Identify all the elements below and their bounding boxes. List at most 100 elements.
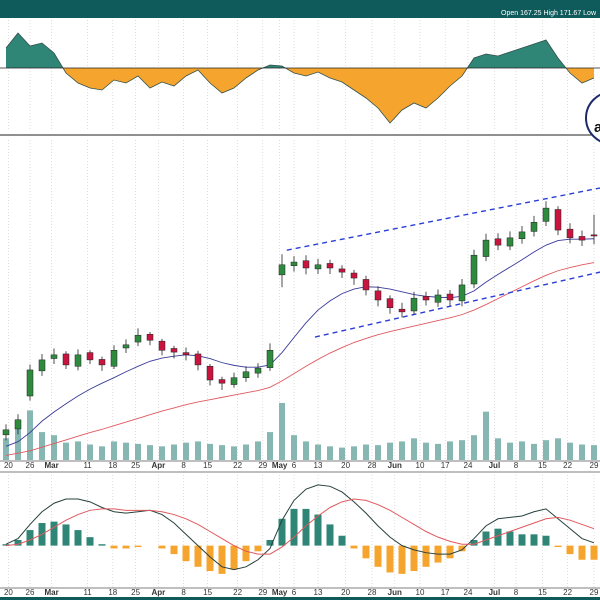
x-tick-label: 22 <box>563 461 572 470</box>
histogram-bar <box>278 518 286 546</box>
volume-bar <box>231 446 237 460</box>
candle-body <box>578 236 586 241</box>
candle-body <box>122 344 130 349</box>
x-tick-label: 10 <box>416 588 425 597</box>
volume-bar <box>471 435 477 460</box>
candle-body <box>386 298 394 309</box>
x-tick-label: 15 <box>203 461 212 470</box>
volume-bar <box>111 441 117 460</box>
x-tick-label: 11 <box>83 588 92 597</box>
volume-bar <box>447 441 453 460</box>
x-tick-label: 13 <box>314 588 323 597</box>
candle-body <box>26 369 34 397</box>
x-tick-label: 8 <box>181 461 186 470</box>
x-tick-label: 17 <box>441 461 450 470</box>
volume-bar <box>267 432 273 460</box>
histogram-bar <box>518 534 526 546</box>
x-tick-label: Apr <box>152 461 166 470</box>
volume-bar <box>123 442 129 460</box>
header-bar <box>0 0 600 18</box>
candle-body <box>506 237 514 247</box>
histogram-bar <box>542 535 550 546</box>
oscillator-line <box>5 32 595 124</box>
histogram-bar <box>494 528 502 546</box>
histogram-bar <box>266 539 274 546</box>
histogram-bar <box>2 544 10 546</box>
candle-body <box>458 284 466 302</box>
x-tick-label: 15 <box>203 588 212 597</box>
volume-bar <box>435 443 441 460</box>
candle-body <box>110 350 118 367</box>
volume-bar <box>51 435 57 460</box>
candle-body <box>518 231 526 239</box>
candle-body <box>98 359 106 366</box>
moving-average <box>5 262 595 456</box>
candle-body <box>422 296 430 301</box>
histogram-bar <box>50 521 58 546</box>
histogram-bar <box>74 530 82 546</box>
histogram-bar <box>506 531 514 546</box>
volume-bar <box>219 445 225 460</box>
histogram-bar <box>362 545 370 559</box>
histogram-bar <box>206 545 214 572</box>
candle-body <box>254 367 262 374</box>
candle-body <box>206 366 214 381</box>
volume-bar <box>303 441 309 460</box>
macd-line <box>5 484 595 571</box>
candle-body <box>242 371 250 378</box>
histogram-bar <box>290 508 298 546</box>
x-tick-label: 29 <box>258 588 267 597</box>
x-tick-label: 15 <box>538 588 547 597</box>
candle-body <box>362 279 370 291</box>
volume-bar <box>87 444 93 460</box>
x-tick-label: 29 <box>258 461 267 470</box>
histogram-bar <box>374 545 382 567</box>
histogram-bar <box>350 545 358 549</box>
candle-body <box>170 348 178 353</box>
trend-line <box>314 271 600 338</box>
candle-body <box>14 419 22 430</box>
x-tick-label: 8 <box>181 588 186 597</box>
volume-bar <box>147 445 153 460</box>
volume-bar <box>195 441 201 460</box>
histogram-bar <box>230 545 238 570</box>
oscillator-area-positive <box>6 33 594 68</box>
x-tick-label: Jul <box>489 461 501 470</box>
volume-bar <box>99 446 105 460</box>
x-tick-label: Apr <box>152 588 166 597</box>
volume-bar <box>327 446 333 460</box>
histogram-bar <box>122 545 130 549</box>
candle-body <box>266 350 274 368</box>
histogram-bar <box>110 545 118 549</box>
trend-line <box>286 187 600 251</box>
histogram-bar <box>218 545 226 574</box>
x-tick-label: May <box>272 461 288 470</box>
volume-bar <box>459 440 465 460</box>
histogram-bar <box>578 545 586 560</box>
histogram-bar <box>338 535 346 546</box>
volume-bar <box>291 435 297 460</box>
x-tick-label: 22 <box>563 588 572 597</box>
volume-bar <box>243 444 249 460</box>
histogram-bar <box>590 545 598 560</box>
volume-bar <box>411 438 417 460</box>
volume-bar <box>159 446 165 460</box>
volume-bar <box>27 410 33 460</box>
candle-body <box>74 354 82 367</box>
x-tick-label: 28 <box>368 588 377 597</box>
histogram-bar <box>446 545 454 559</box>
x-tick-label: 10 <box>416 461 425 470</box>
volume-bar <box>423 442 429 460</box>
histogram-bar <box>398 545 406 574</box>
x-tick-label: Jul <box>489 588 501 597</box>
histogram-bar <box>566 545 574 555</box>
x-tick-label: Mar <box>44 588 58 597</box>
x-tick-label: 15 <box>538 461 547 470</box>
x-tick-label: 26 <box>26 461 35 470</box>
histogram-bar <box>482 531 490 546</box>
histogram-bar <box>98 544 106 546</box>
x-tick-label: 28 <box>368 461 377 470</box>
x-tick-label: 18 <box>108 588 117 597</box>
x-tick-label: 13 <box>314 461 323 470</box>
candle-body <box>50 354 58 359</box>
